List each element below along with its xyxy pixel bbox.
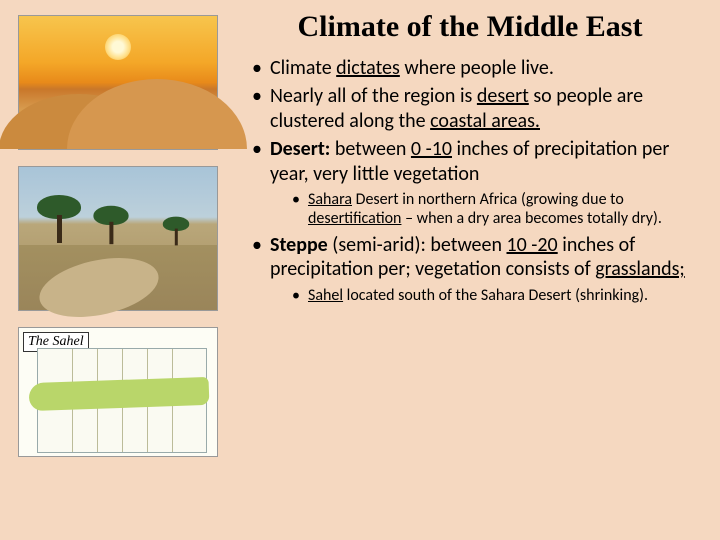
text: Desert in northern Africa (growing due t… [352, 190, 624, 209]
tree-shape [37, 195, 81, 243]
sub-bullet-list: Sahara Desert in northern Africa (growin… [270, 190, 703, 229]
text-underlined: 0 -10 [411, 137, 452, 161]
text-underlined: grasslands; [595, 257, 685, 281]
text-underlined: coastal areas. [430, 109, 540, 133]
bullet-item: Nearly all of the region is desert so pe… [248, 84, 703, 133]
tree-shape [163, 217, 189, 246]
sahel-map-image: The Sahel [18, 327, 218, 457]
text-underlined: Sahel [308, 286, 343, 305]
text: Climate [270, 56, 336, 80]
dune-shape [67, 79, 247, 149]
text: – when a dry area becomes totally dry). [401, 209, 661, 228]
text: located south of the Sahara Desert (shri… [343, 286, 648, 305]
text-underlined: desert [477, 84, 529, 108]
sub-bullet-item: Sahara Desert in northern Africa (growin… [270, 190, 703, 229]
text-underlined: Sahara [308, 190, 352, 209]
text-bold: Desert: [270, 137, 330, 161]
text: between [330, 137, 411, 161]
sub-bullet-list: Sahel located south of the Sahara Desert… [270, 286, 703, 306]
sun-shape [105, 34, 131, 60]
text-underlined: 10 -20 [507, 233, 558, 257]
tree-shape [93, 206, 128, 244]
text: where people live. [400, 56, 554, 80]
text-underlined: desertification [308, 209, 401, 228]
text: (semi-arid): between [328, 233, 507, 257]
bullet-item: Desert: between 0 -10 inches of precipit… [248, 137, 703, 229]
sub-bullet-item: Sahel located south of the Sahara Desert… [270, 286, 703, 306]
bullet-item: Steppe (semi-arid): between 10 -20 inche… [248, 233, 703, 305]
text-underlined: dictates [336, 56, 400, 80]
bullet-list: Climate dictates where people live. Near… [248, 56, 703, 305]
desert-image [18, 15, 218, 150]
bullet-item: Climate dictates where people live. [248, 56, 703, 80]
text-bold: Steppe [270, 233, 328, 257]
text: Nearly all of the region is [270, 84, 477, 108]
content-area: Climate dictates where people live. Near… [248, 56, 703, 309]
savanna-image [18, 166, 218, 311]
page-title: Climate of the Middle East [235, 10, 705, 44]
image-column: The Sahel [18, 15, 228, 457]
